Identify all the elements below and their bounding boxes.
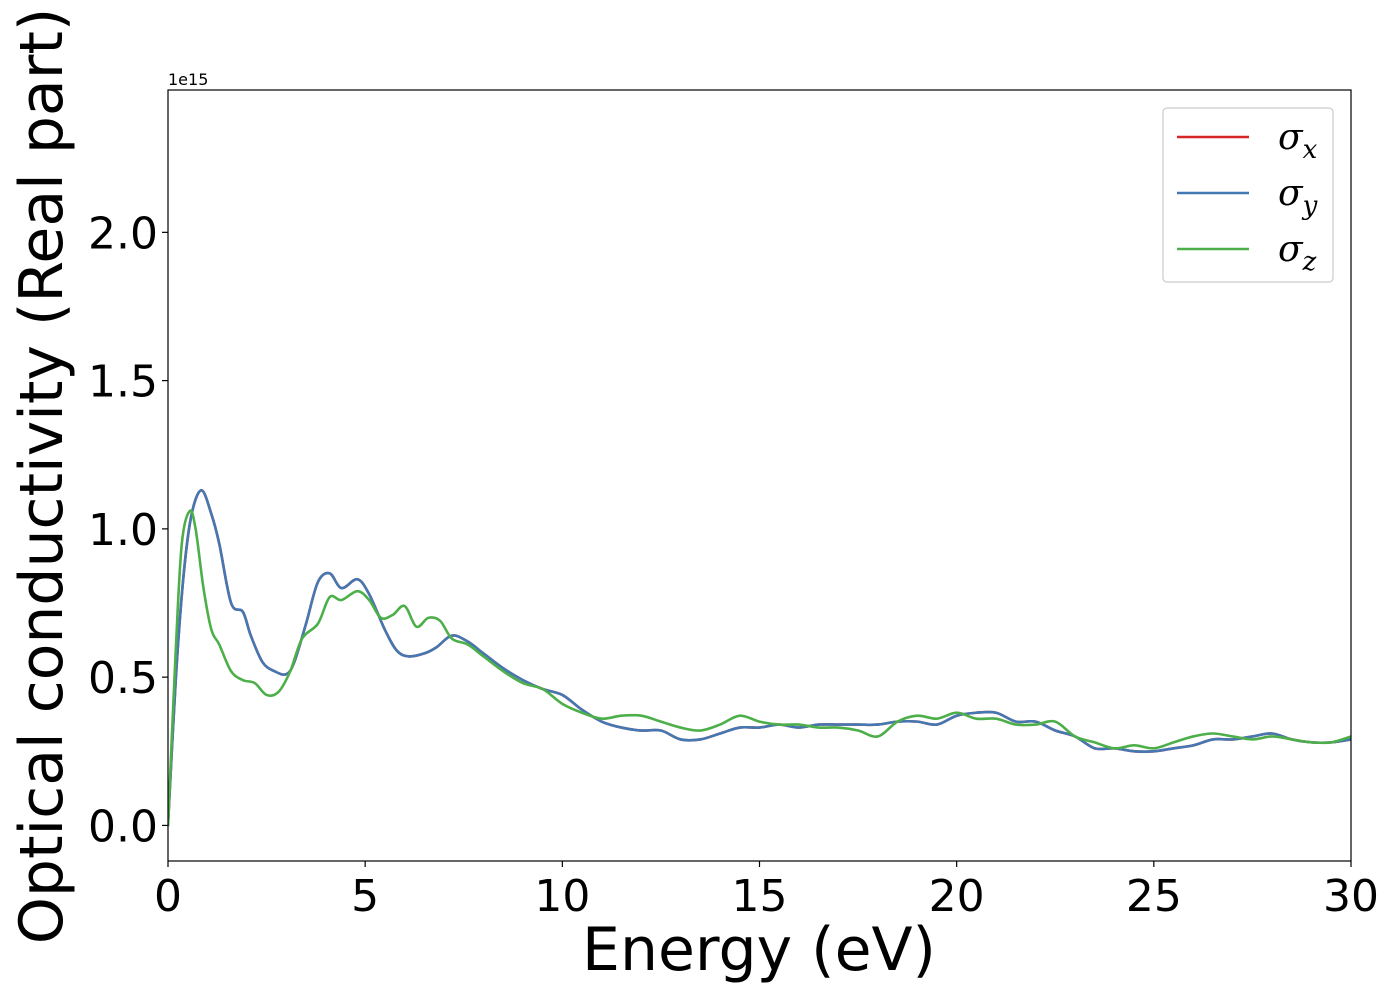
x-tick-label: 30 [1323,871,1379,922]
y-tick-label: 0.0 [88,801,158,852]
y-tick-label: 1.0 [88,505,158,556]
y-tick-label: 0.5 [88,653,158,704]
y-offset-label: 1e15 [168,70,208,89]
y-tick-label: 2.0 [88,208,158,259]
x-tick-label: 20 [929,871,985,922]
x-tick-label: 0 [154,871,182,922]
y-tick-label: 1.5 [88,357,158,408]
y-axis-title: Optical conductivity (Real part) [7,8,77,945]
x-axis-title: Energy (eV) [582,915,936,985]
x-tick-label: 25 [1126,871,1182,922]
x-tick-label: 5 [351,871,379,922]
